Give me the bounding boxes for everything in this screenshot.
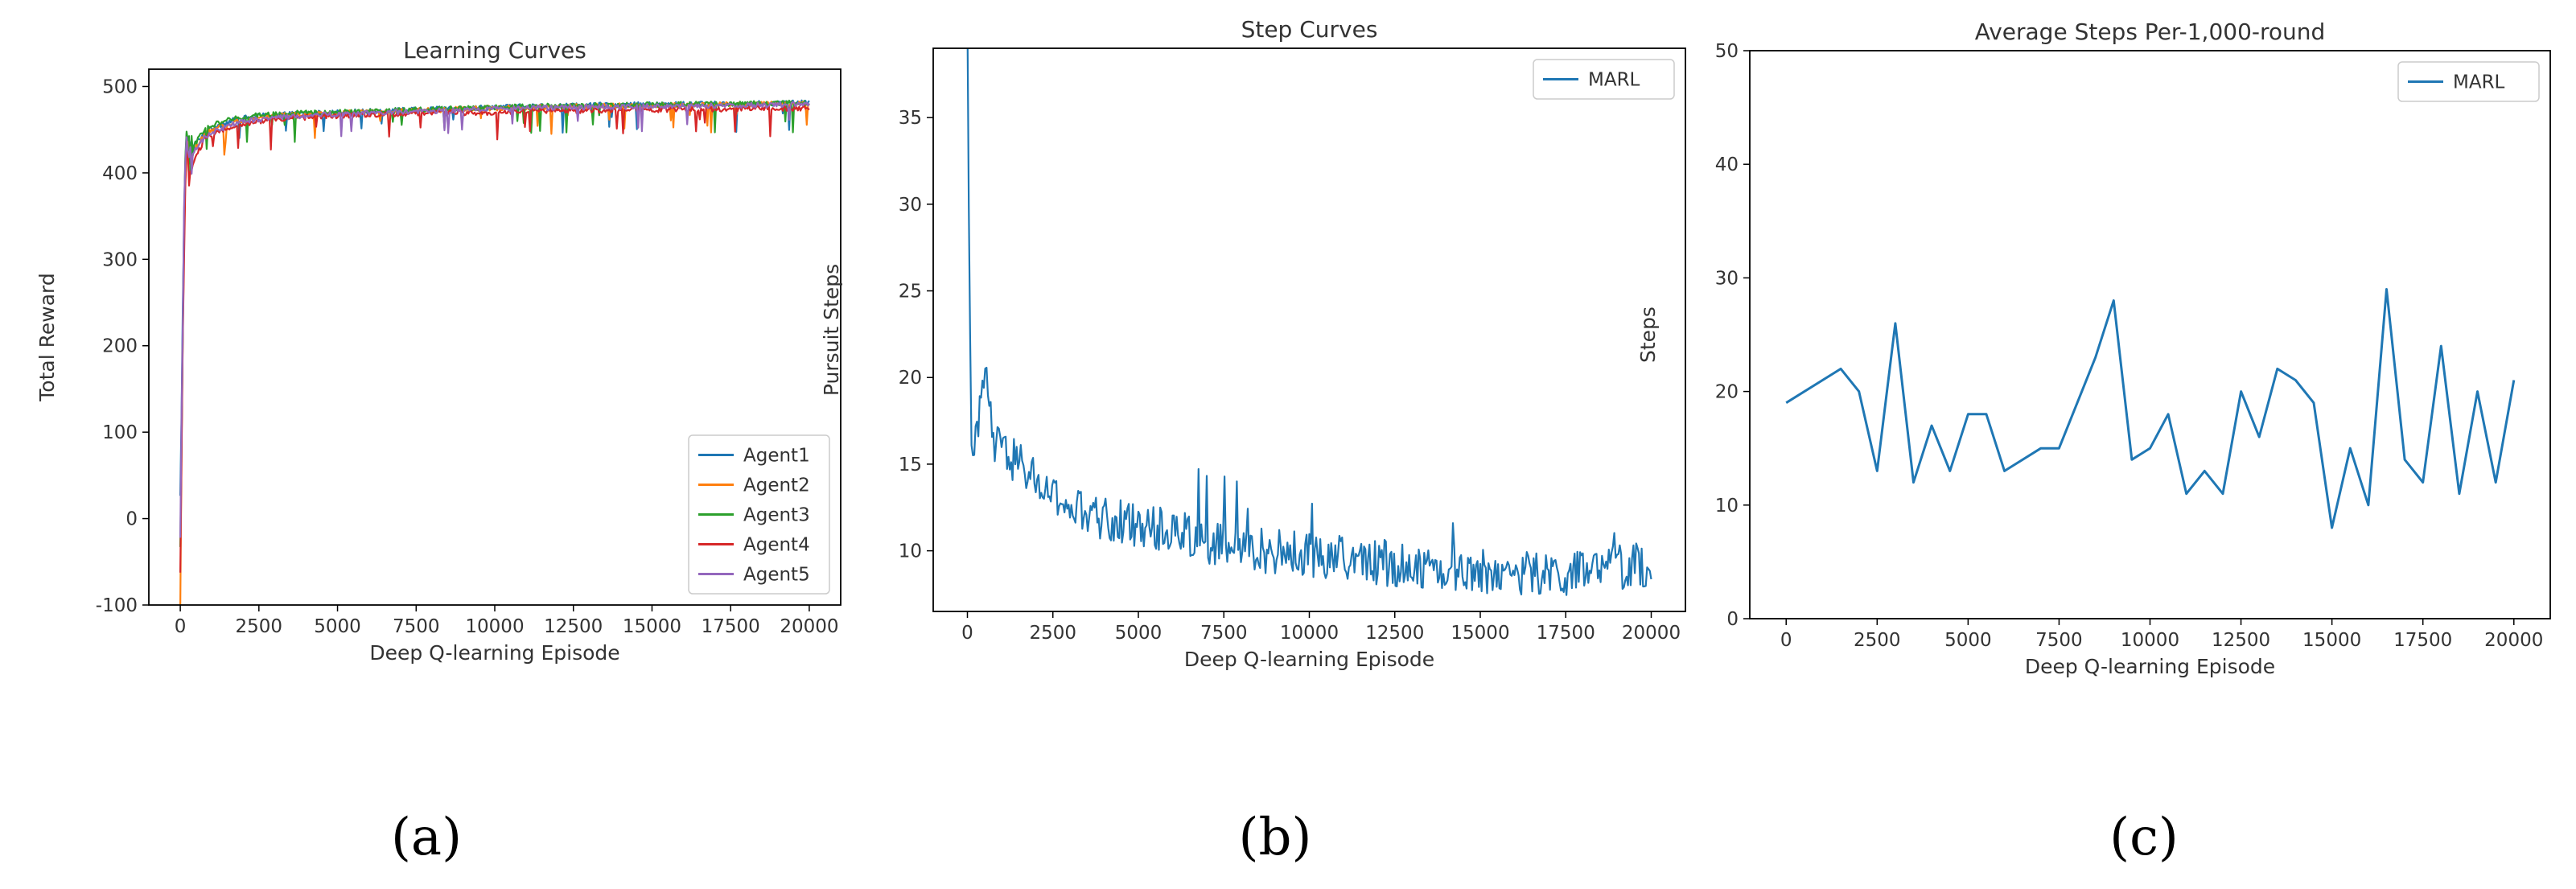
chart-2-xtick-label: 5000: [1115, 623, 1162, 644]
chart-1: 0 2500 5000 7500 10000 12500 15000 17500 20000-1…: [35, 37, 842, 867]
chart-2-caption: (b): [1239, 808, 1312, 867]
chart-2-xtick-label: 12500: [1365, 623, 1424, 644]
chart-1-title: Learning Curves: [403, 37, 586, 64]
chart-3-ytick-label: 50: [1715, 41, 1739, 62]
chart-2-legend-label-marl: MARL: [1588, 70, 1640, 91]
chart-3-xtick-label: 20000: [2484, 630, 2543, 651]
chart-1-xtick-label: 5000: [314, 616, 361, 637]
chart-2-ytick-label: 20: [899, 368, 922, 389]
chart-2-ytick-label: 15: [899, 455, 922, 475]
chart-3-xtick-label: 2500: [1854, 630, 1901, 651]
chart-1-xtick-label: 15000: [623, 616, 681, 637]
chart-1-ytick-label: 100: [102, 422, 138, 443]
chart-2-ytick-label: 35: [899, 108, 922, 129]
chart-1-ytick-label: 500: [102, 76, 138, 97]
chart-3-xtick-label: 15000: [2302, 630, 2361, 651]
chart-3-ylabel: Steps: [1636, 307, 1660, 363]
chart-3-xtick-label: 17500: [2393, 630, 2452, 651]
chart-1-legend-label-agent5: Agent5: [743, 565, 810, 586]
chart-2-title: Step Curves: [1241, 16, 1378, 43]
chart-1-ytick-label: 300: [102, 249, 138, 270]
chart-2-xtick-label: 2500: [1029, 623, 1076, 644]
chart-1-xlabel: Deep Q-learning Episode: [369, 641, 619, 665]
chart-2-xtick-label: 0: [961, 623, 973, 644]
chart-3-legend: MARL: [2397, 61, 2540, 102]
chart-1-series-agent3-line: [179, 99, 810, 547]
chart-2-xtick-label: 10000: [1280, 623, 1339, 644]
chart-2-xtick-label: 15000: [1451, 623, 1509, 644]
chart-2-ytick-label: 30: [899, 195, 922, 216]
chart-2-xlabel: Deep Q-learning Episode: [1184, 648, 1434, 671]
chart-2-xtick-label: 20000: [1622, 623, 1681, 644]
chart-3-title: Average Steps Per-1,000-round: [1975, 19, 2326, 45]
chart-3-legend-label-marl: MARL: [2453, 72, 2505, 93]
chart-3-ytick-label: 30: [1715, 268, 1739, 289]
chart-1-legend-label-agent1: Agent1: [743, 446, 810, 467]
chart-2-plot-frame: [932, 47, 1686, 612]
chart-3-ytick-label: 20: [1715, 382, 1739, 403]
chart-3-xlabel: Deep Q-learning Episode: [2025, 655, 2275, 678]
chart-1-ytick-label: 400: [102, 163, 138, 184]
chart-3-legend-box: [2397, 61, 2540, 102]
chart-1-legend-label-agent2: Agent2: [743, 475, 810, 496]
chart-3-xtick-label: 0: [1780, 630, 1792, 651]
chart-1-legend-label-agent3: Agent3: [743, 505, 810, 526]
chart-2-ytick-label: 10: [899, 541, 922, 562]
chart-1-xtick-label: 20000: [780, 616, 838, 637]
chart-3-xtick-label: 5000: [1944, 630, 1992, 651]
chart-3-series-marl-line: [1785, 288, 2516, 529]
chart-3: 0 2500 5000 7500 10000 12500 15000 17500 20000 0 1…: [1636, 19, 2551, 867]
chart-2-legend-box: [1533, 59, 1675, 100]
chart-2-series-marl-line: [966, 48, 1652, 596]
chart-3-ytick-label: 0: [1726, 609, 1739, 630]
chart-1-ytick-label: 200: [102, 336, 138, 357]
chart-1-series-agent5-line: [179, 101, 810, 538]
chart-1-xtick-label: 7500: [393, 616, 440, 637]
chart-1-ytick-label: -100: [96, 595, 138, 616]
chart-3-xtick-label: 10000: [2121, 630, 2179, 651]
chart-2: 0 2500 5000 7500 10000 12500 15000 17500 20000 10…: [820, 16, 1686, 867]
chart-1-legend-label-agent4: Agent4: [743, 535, 810, 556]
chart-2-ytick-label: 25: [899, 282, 922, 303]
chart-1-caption: (a): [391, 808, 462, 867]
chart-1-ylabel: Total Reward: [35, 273, 59, 401]
chart-1-ytick-label: 0: [126, 509, 138, 530]
chart-1-legend-box: [688, 434, 830, 595]
chart-2-xtick-label: 7500: [1200, 623, 1248, 644]
chart-1-xtick-label: 0: [175, 616, 187, 637]
chart-2-xtick-label: 17500: [1537, 623, 1595, 644]
chart-3-xtick-label: 12500: [2212, 630, 2270, 651]
chart-2-ylabel: Pursuit Steps: [820, 264, 843, 396]
chart-1-xtick-label: 12500: [544, 616, 603, 637]
chart-3-ytick-label: 10: [1715, 496, 1739, 517]
chart-2-legend: MARL: [1533, 59, 1675, 100]
chart-3-caption: (c): [2109, 808, 2179, 867]
chart-1-series-agent4-line: [179, 105, 810, 573]
chart-1-xtick-label: 10000: [465, 616, 524, 637]
chart-3-xtick-label: 7500: [2035, 630, 2083, 651]
chart-1-xtick-label: 2500: [236, 616, 283, 637]
chart-3-plot-frame: [1749, 50, 2551, 619]
chart-3-ytick-label: 40: [1715, 154, 1739, 175]
chart-1-legend: Agent1 Agent2 Agent3 Agent4 Agent5: [688, 434, 830, 595]
chart-1-xtick-label: 17500: [702, 616, 760, 637]
